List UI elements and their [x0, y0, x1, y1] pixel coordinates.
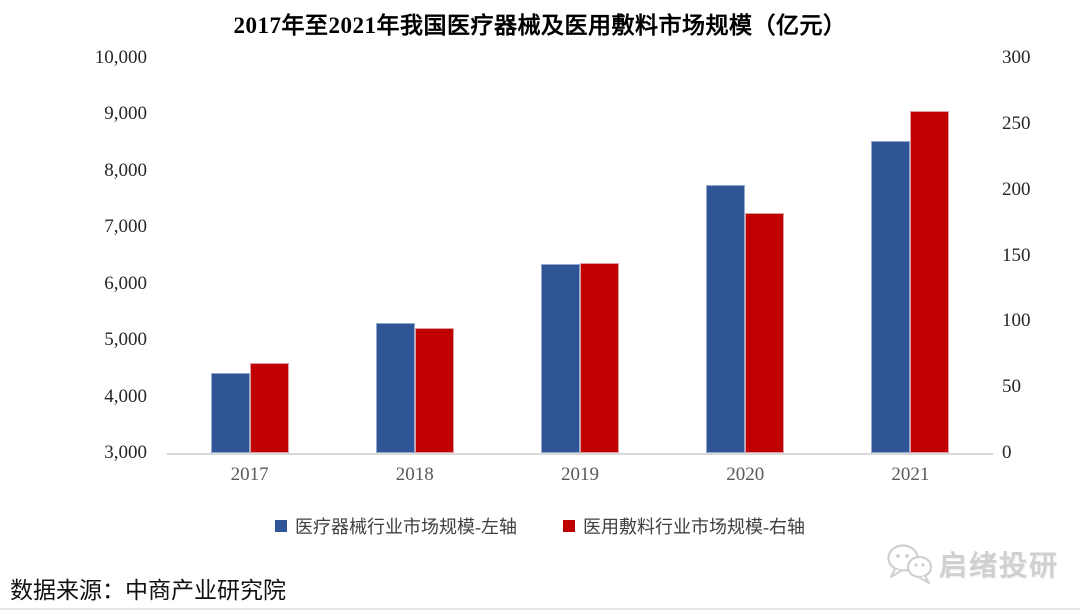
right-axis-tick-label: 0: [1002, 442, 1012, 463]
left-axis-tick-label: 7,000: [104, 216, 147, 238]
left-axis-tick-label: 8,000: [104, 159, 147, 181]
watermark: 启绪投研: [886, 543, 1059, 585]
bar-dressing-2019: [580, 263, 619, 453]
right-axis-tick-label: 100: [1002, 310, 1031, 332]
legend-label-device: 医疗器械行业市场规模-左轴: [295, 517, 517, 537]
legend: 医疗器械行业市场规模-左轴 医用敷料行业市场规模-右轴: [0, 513, 1080, 539]
bar-device-2017: [210, 373, 250, 453]
bar-device-2019: [541, 264, 580, 453]
bar-dressing-2021: [910, 111, 950, 453]
left-axis-tick-label: 4,000: [104, 385, 147, 407]
bar-dressing-2018: [414, 328, 454, 453]
left-axis-tick-label: 6,000: [104, 272, 147, 294]
left-axis-tick-label: 3,000: [104, 442, 147, 463]
right-axis-tick-label: 200: [1002, 178, 1031, 200]
x-axis-label-2021: 2021: [891, 464, 930, 485]
bar-device-2021: [871, 141, 911, 453]
legend-swatch-dressing: [563, 520, 575, 532]
bar-dressing-2020: [745, 213, 785, 453]
left-axis-tick-label: 9,000: [104, 103, 147, 125]
right-axis-tick-label: 150: [1002, 244, 1031, 266]
bar-device-2018: [375, 323, 415, 453]
left-axis-tick-label: 10,000: [94, 47, 147, 68]
chart-title: 2017年至2021年我国医疗器械及医用敷料市场规模（亿元）: [233, 13, 847, 38]
x-axis-label-2020: 2020: [726, 464, 765, 485]
legend-item-dressing: 医用敷料行业市场规模-右轴: [563, 513, 805, 539]
legend-label-dressing: 医用敷料行业市场规模-右轴: [583, 517, 805, 537]
data-source-text: 数据来源：中商产业研究院: [10, 578, 286, 603]
left-axis-tick-label: 5,000: [104, 329, 147, 351]
watermark-text: 启绪投研: [939, 551, 1060, 582]
bottom-divider: [0, 608, 1080, 610]
right-axis-tick-label: 50: [1002, 376, 1021, 398]
x-axis-label-2019: 2019: [561, 464, 599, 485]
right-axis-tick-label: 250: [1002, 112, 1031, 134]
right-axis-tick-label: 300: [1002, 47, 1031, 68]
wechat-icon: [887, 544, 933, 584]
x-axis-label-2017: 2017: [230, 464, 269, 485]
plot-area: [167, 58, 993, 455]
legend-swatch-device: [275, 520, 287, 532]
legend-item-device: 医疗器械行业市场规模-左轴: [275, 513, 517, 539]
bar-dressing-2017: [249, 363, 289, 453]
x-axis-label-2018: 2018: [395, 464, 434, 485]
bar-device-2020: [706, 185, 746, 453]
